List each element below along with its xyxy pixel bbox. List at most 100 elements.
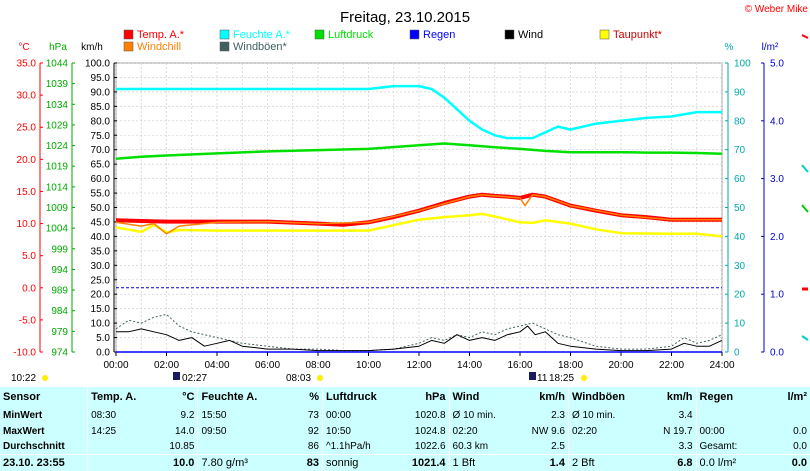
hum-value: 86 [265,438,323,456]
row-label: MaxWert [3,425,45,437]
temp-tick-label: -10.0 [13,348,36,359]
stats-row-max: MaxWert 14:25 14.0 09:50 92 10:50 1024.8… [0,423,810,439]
temp-tick-label: 30.0 [17,91,37,102]
row-label: MinWert [3,410,43,421]
gust-value: 3.3 [630,438,697,456]
legend-label: Wind [518,29,543,41]
rain-tick-label: 1.0 [770,290,784,301]
rain-tick-label: 3.0 [770,174,784,185]
wind-time: 1 Bft [448,454,509,471]
hum-tick-label: 50 [734,203,746,214]
temp-tick-label: 0.0 [22,283,36,294]
temp-tick-label: 25.0 [17,123,37,134]
hum-tick-label: 60 [734,174,746,185]
series-line [116,325,723,352]
hum-tick-label: 90 [734,87,746,98]
row-label: Durchschnitt [0,438,88,456]
stats-header: l/m² [787,391,807,404]
press-value: 1020.8 [414,410,446,421]
hum-tick-label: 20 [734,290,746,301]
gust-value: 6.8 [677,457,693,470]
gust-time: 02:20 [567,423,631,439]
legend-swatch [123,29,134,40]
rain-value: 0.0 [793,425,807,437]
temp-tick-label: 20.0 [17,155,37,166]
press-tick-label: 1029 [46,120,69,131]
press-tick-label: 1034 [46,100,69,111]
wind-tick-label: 80.0 [91,116,111,127]
wind-tick-label: 5.0 [96,333,110,344]
chart-grid [115,62,723,353]
stats-header-row: Sensor Temp. A. °C Feuchte A. % Luftdruc… [0,387,810,408]
series-line [115,193,722,235]
stats-header: Luftdruck [321,387,382,408]
gust-time: Ø 10 min. [567,407,631,424]
x-tick-label: 08:00 [305,360,330,371]
wind-time: 02:20 [448,423,509,439]
wind-unit-label: km/h [81,42,103,53]
press-value: 1024.8 [414,425,446,437]
stats-header: Regen [695,387,754,408]
wind-tick-label: 90.0 [91,87,111,98]
stats-row-min: MinWert 08:30 9.2 15:50 73 00:00 1020.8 … [0,407,810,424]
legend-label: Taupunkt* [613,29,663,41]
stats-header: Feuchte A. [197,387,266,408]
press-tick-label: 1039 [46,79,69,90]
moonset-label: 02:27 [182,373,207,384]
temp-unit-label: °C [18,42,29,53]
sunrise-label: 08:03 [286,373,311,384]
x-tick-label: 12:00 [406,360,431,371]
x-tick-label: 06:00 [255,360,280,371]
press-tick-label: 1044 [46,59,69,70]
stats-header: Windböen [567,387,631,408]
hum-time: 09:50 [197,423,266,439]
rain-value [753,408,810,424]
moon-label: 10:22 [11,373,36,384]
wind-value: 1.4 [549,457,565,470]
hum-tick-label: 100 [734,59,751,70]
legend-swatch [314,29,325,40]
wind-value: 2.5 [508,438,569,456]
sunset-label: 18:25 [549,373,574,384]
temp-tick-label: 10.0 [17,219,37,230]
temp-time [87,438,145,456]
x-tick-label: 18:00 [558,360,583,371]
rain-time: 0.0 l/m² [695,454,754,471]
wind-tick-label: 40.0 [91,232,111,243]
rain-tick-label: 5.0 [770,59,784,70]
x-tick-label: 14:00 [457,360,482,371]
rain-time [695,407,754,424]
wind-tick-label: 0.0 [96,348,110,359]
legend-label: Feuchte A.* [233,29,291,41]
x-tick-label: 04:00 [204,360,229,371]
legend-swatch [504,29,515,40]
wind-tick-label: 20.0 [91,290,111,301]
press-value: 1021.4 [411,457,446,470]
stats-header: °C [182,391,195,404]
hum-time: 15:50 [197,407,266,424]
stats-header: km/h [539,391,565,404]
gust-value: N 19.7 [663,425,693,437]
rain-unit-label: l/m² [762,42,779,53]
press-tick-label: 1019 [46,162,69,173]
press-time: 00:00 [321,407,382,424]
bottom-markers: 10:22 02:27 08:03 11 18:25 [11,372,587,384]
temp-tick-label: 5.0 [22,251,36,262]
rain-tick-label: 4.0 [770,116,784,127]
stats-row-current: 23.10. 23:55 10.0 7.80 g/m³ 83 sonnig 10… [0,454,810,471]
weather-chart: Freitag, 23.10.2015 © Weber Mike °C hPa … [11,4,809,384]
hum-value: 92 [307,425,319,437]
wind-tick-label: 15.0 [91,304,111,315]
chart-title: Freitag, 23.10.2015 [340,9,470,26]
hum-tick-label: 70 [734,145,746,156]
hum-time [197,438,266,456]
temp-value: 10.0 [173,457,195,470]
moonrise-icon [529,372,536,380]
temp-value: 10.85 [144,438,198,456]
stats-header: Temp. A. [87,387,145,408]
wind-tick-label: 65.0 [91,160,111,171]
hum-unit-label: % [725,42,734,53]
hum-time: 7.80 g/m³ [197,454,266,471]
gust-value: 3.4 [678,410,693,421]
temp-value: 14.0 [174,425,195,437]
